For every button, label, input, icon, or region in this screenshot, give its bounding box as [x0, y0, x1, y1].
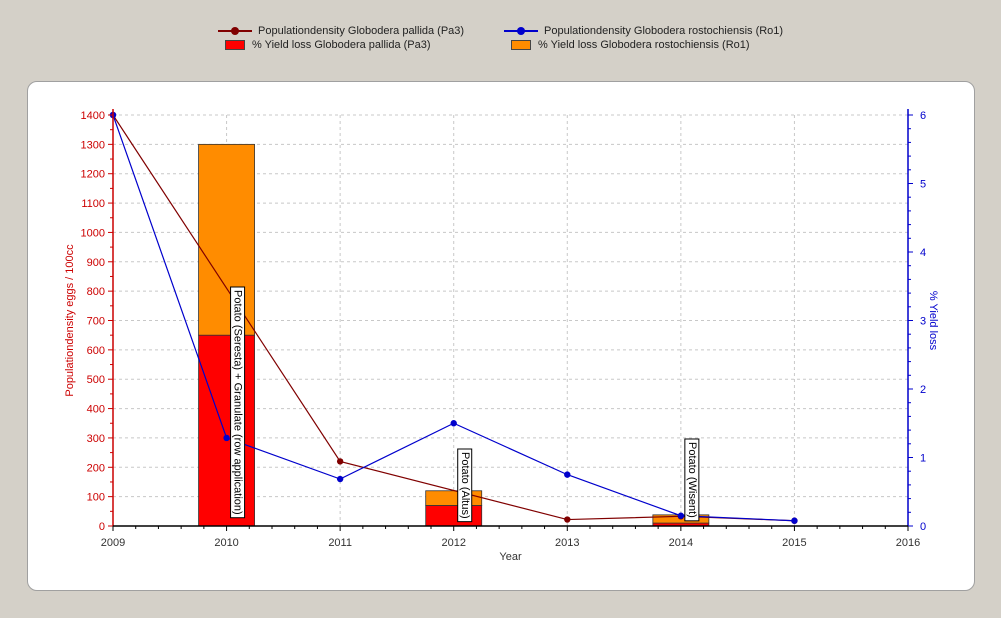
- y-tick-label-right: 0: [920, 521, 926, 533]
- series-point: [450, 420, 457, 427]
- legend-line-marker: [218, 24, 252, 38]
- y-tick-label-left: 100: [87, 492, 105, 504]
- y-tick-label-left: 900: [87, 257, 105, 269]
- x-tick-label: 2010: [214, 537, 238, 549]
- legend-label: % Yield loss Globodera rostochiensis (Ro…: [538, 39, 750, 51]
- bar-group: [198, 143, 710, 527]
- y-tick-label-right: 2: [920, 384, 926, 396]
- x-tick-label: 2012: [441, 537, 465, 549]
- y-tick-label-left: 500: [87, 374, 105, 386]
- series-point: [564, 471, 571, 478]
- bar: [198, 143, 255, 336]
- y-tick-label-left: 1300: [81, 139, 105, 151]
- legend-box-marker: [511, 40, 531, 50]
- y-tick-label-left: 1000: [81, 227, 105, 239]
- legend-box-marker: [225, 40, 245, 50]
- y-tick-label-left: 200: [87, 462, 105, 474]
- y-tick-label-left: 0: [99, 521, 105, 533]
- y-tick-label-right: 5: [920, 179, 926, 191]
- series-point: [336, 475, 344, 483]
- annotation-text: Potato (Seresta) + Granulate (row applic…: [232, 290, 244, 515]
- annotation-box: [230, 286, 246, 519]
- bar: [425, 505, 483, 527]
- x-tick-label: 2014: [669, 537, 693, 549]
- x-tick-label: 2009: [101, 537, 125, 549]
- annotation-box: [684, 438, 700, 522]
- y-tick-label-right: 4: [920, 247, 926, 259]
- axes: 0100200300400500600700800900100011001200…: [64, 109, 939, 563]
- y-tick-label-left: 1100: [81, 198, 105, 210]
- legend-label: % Yield loss Globodera pallida (Pa3): [252, 39, 431, 51]
- series-point: [564, 516, 571, 523]
- annotation-text: Potato (Wisent): [686, 442, 698, 518]
- legend-label: Populationdensity Globodera pallida (Pa3…: [258, 25, 465, 37]
- legend-item-ro1-density: Populationdensity Globodera rostochiensi…: [504, 24, 783, 38]
- x-tick-label: 2011: [328, 537, 352, 549]
- legend-line-marker: [504, 24, 538, 38]
- legend-item-ro1-yield: % Yield loss Globodera rostochiensis (Ro…: [504, 39, 750, 51]
- annotation-box: [457, 448, 473, 523]
- annotation-text: Potato (Altus): [459, 452, 471, 519]
- legend-label: Populationdensity Globodera rostochiensi…: [544, 25, 784, 37]
- series-point: [791, 517, 798, 524]
- x-tick-label: 2016: [896, 537, 920, 549]
- chart-panel: [27, 81, 975, 591]
- y-tick-label-left: 300: [87, 433, 105, 445]
- x-axis-title: Year: [499, 551, 522, 563]
- y-tick-label-left: 400: [87, 404, 105, 416]
- y-tick-label-left: 600: [87, 345, 105, 357]
- chart-legend: Populationdensity Globodera pallida (Pa3…: [0, 24, 1001, 58]
- x-tick-label: 2013: [555, 537, 579, 549]
- y-axis-title-left: Populationdensity eggs / 100cc: [64, 244, 76, 397]
- y-tick-label-right: 1: [920, 453, 926, 465]
- y-tick-label-left: 1400: [81, 110, 105, 122]
- legend-item-pa3-yield: % Yield loss Globodera pallida (Pa3): [218, 39, 431, 51]
- y-tick-label-left: 700: [87, 316, 105, 328]
- annotation-group: Potato (Seresta) + Granulate (row applic…: [230, 286, 700, 523]
- legend-item-pa3-density: Populationdensity Globodera pallida (Pa3…: [218, 24, 464, 38]
- annotation-label: Potato (Altus): [457, 448, 473, 523]
- series-point: [336, 458, 344, 465]
- bar: [425, 490, 483, 506]
- line-group: [109, 111, 798, 524]
- series-point: [677, 512, 685, 519]
- y-tick-label-right: 3: [920, 316, 926, 328]
- y-tick-label-left: 800: [87, 286, 105, 298]
- annotation-label: Potato (Seresta) + Granulate (row applic…: [230, 286, 246, 519]
- annotation-label: Potato (Wisent): [684, 438, 700, 522]
- x-tick-label: 2015: [782, 537, 806, 549]
- y-tick-label-right: 6: [920, 110, 926, 122]
- y-tick-label-left: 1200: [81, 169, 105, 181]
- bar: [198, 334, 255, 527]
- y-axis-title-right: % Yield loss: [927, 291, 939, 351]
- series-point: [223, 434, 230, 442]
